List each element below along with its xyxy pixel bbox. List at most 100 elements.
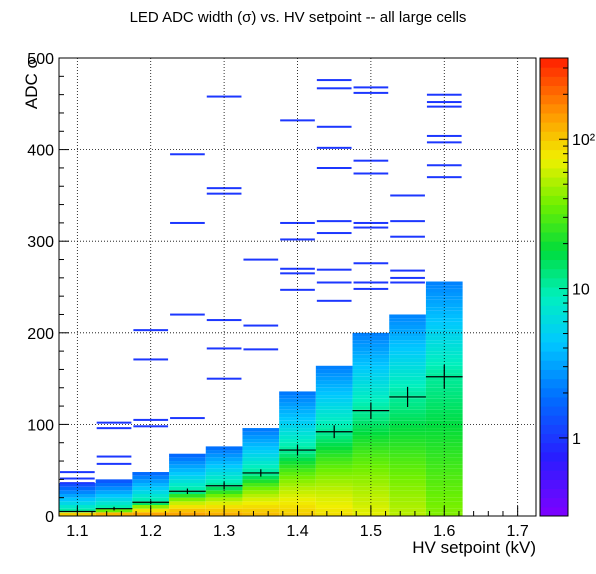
heatmap-cell [425, 321, 463, 326]
heatmap-cell [389, 424, 426, 429]
heatmap-cell [389, 409, 426, 414]
color-scale-band [540, 470, 568, 480]
heatmap-cell [279, 406, 316, 410]
heatmap-cell [389, 340, 426, 344]
heatmap-cell [425, 501, 463, 506]
heatmap-cell [205, 475, 243, 480]
heatmap-cell [425, 325, 463, 330]
heatmap-cell [169, 497, 206, 502]
heatmap-cell [390, 281, 425, 284]
heatmap-cell [242, 431, 280, 436]
heatmap-cell [279, 420, 316, 425]
heatmap-cell [132, 490, 170, 495]
heatmap-cell [315, 373, 353, 377]
heatmap-cell [389, 446, 426, 451]
heatmap-cell [315, 468, 353, 473]
heatmap-cell [279, 424, 316, 429]
heatmap-cell [279, 391, 316, 396]
heatmap-cell [315, 475, 353, 480]
color-scale-band [540, 506, 568, 517]
heatmap-cell [169, 468, 206, 473]
heatmap-cell [133, 358, 169, 361]
heatmap-cell [315, 483, 353, 487]
y-tick-label: 500 [27, 51, 54, 68]
heatmap-cell [390, 276, 425, 279]
heatmap-cell [315, 391, 353, 396]
heatmap-cell [316, 268, 352, 271]
heatmap-cell [425, 461, 463, 465]
y-axis: 0 100 200 300 400 500 [27, 51, 69, 526]
heatmap-cell [60, 482, 95, 485]
heatmap-cell [96, 462, 132, 465]
heatmap-cell [315, 395, 353, 399]
heatmap-cell [133, 418, 169, 421]
heatmap-cell [389, 505, 426, 509]
heatmap-cell [389, 336, 426, 341]
heatmap-cell [95, 486, 133, 491]
color-scale-band [540, 58, 568, 68]
heatmap-cell [206, 377, 242, 380]
heatmap-cell [59, 490, 96, 495]
heatmap-cell [352, 494, 390, 498]
heatmap-cell [425, 428, 463, 432]
heatmap-cell [279, 494, 316, 498]
heatmap-cell [316, 79, 352, 82]
color-scale-band [540, 94, 568, 105]
heatmap-cell [389, 439, 426, 443]
heatmap-cell [315, 508, 353, 513]
color-scale-band [540, 369, 568, 380]
heatmap-cell [96, 421, 132, 424]
heatmap-cell [352, 362, 390, 366]
heatmap-cell [59, 501, 96, 506]
heatmap-cell [169, 501, 206, 506]
heatmap-cell [242, 479, 280, 484]
heatmap-cell [316, 299, 352, 302]
heatmap-cell [242, 501, 280, 506]
heatmap-cell [315, 402, 353, 407]
color-scale-band [540, 360, 568, 370]
color-scale-band [540, 323, 568, 334]
heatmap-cell [425, 292, 463, 297]
heatmap-cell [206, 347, 242, 350]
heatmap-cell [352, 428, 390, 432]
heatmap-cell [425, 336, 463, 341]
heatmap-cell [169, 494, 206, 498]
chart-title: LED ADC width (σ) vs. HV setpoint -- all… [129, 9, 467, 26]
color-scale-band [540, 232, 568, 242]
heatmap-cell [353, 226, 389, 229]
heatmap-cell [169, 475, 206, 480]
heatmap-cell [315, 439, 353, 443]
heatmap-cell [315, 486, 353, 491]
heatmap-cell [352, 336, 390, 341]
heatmap-cell [242, 486, 280, 491]
heatmap-cell [389, 472, 426, 476]
color-scale-band [540, 250, 568, 261]
heatmap-cell [315, 409, 353, 414]
heatmap-cell [389, 329, 426, 333]
heatmap-cell [315, 472, 353, 476]
color-scale-band [540, 85, 568, 96]
heatmap-cell [242, 453, 280, 458]
heatmap-cell [390, 220, 425, 223]
heatmap-cell [315, 365, 353, 370]
heatmap-cell [95, 479, 133, 484]
color-scale-band [540, 479, 568, 490]
heatmap-cell [315, 369, 353, 374]
heatmap-cell [242, 435, 280, 440]
heatmap-cell [169, 508, 206, 513]
heatmap-cell [352, 391, 390, 396]
heatmap-cell [389, 461, 426, 465]
heatmap-cell [425, 310, 463, 315]
color-scale-band [540, 122, 568, 132]
heatmap-cell [389, 314, 426, 319]
heatmap-cell [425, 490, 463, 495]
heatmap-cell [315, 387, 353, 392]
heatmap-cell [389, 384, 426, 388]
heatmap-cell [352, 490, 390, 495]
x-tick-label: 1.2 [140, 523, 162, 540]
heatmap-cell [352, 387, 390, 392]
heatmap-cell [389, 508, 426, 513]
heatmap-cell [242, 428, 280, 432]
heatmap-cell [352, 501, 390, 506]
heatmap-cell [425, 472, 463, 476]
